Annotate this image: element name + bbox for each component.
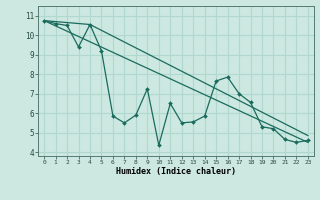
X-axis label: Humidex (Indice chaleur): Humidex (Indice chaleur) [116,167,236,176]
